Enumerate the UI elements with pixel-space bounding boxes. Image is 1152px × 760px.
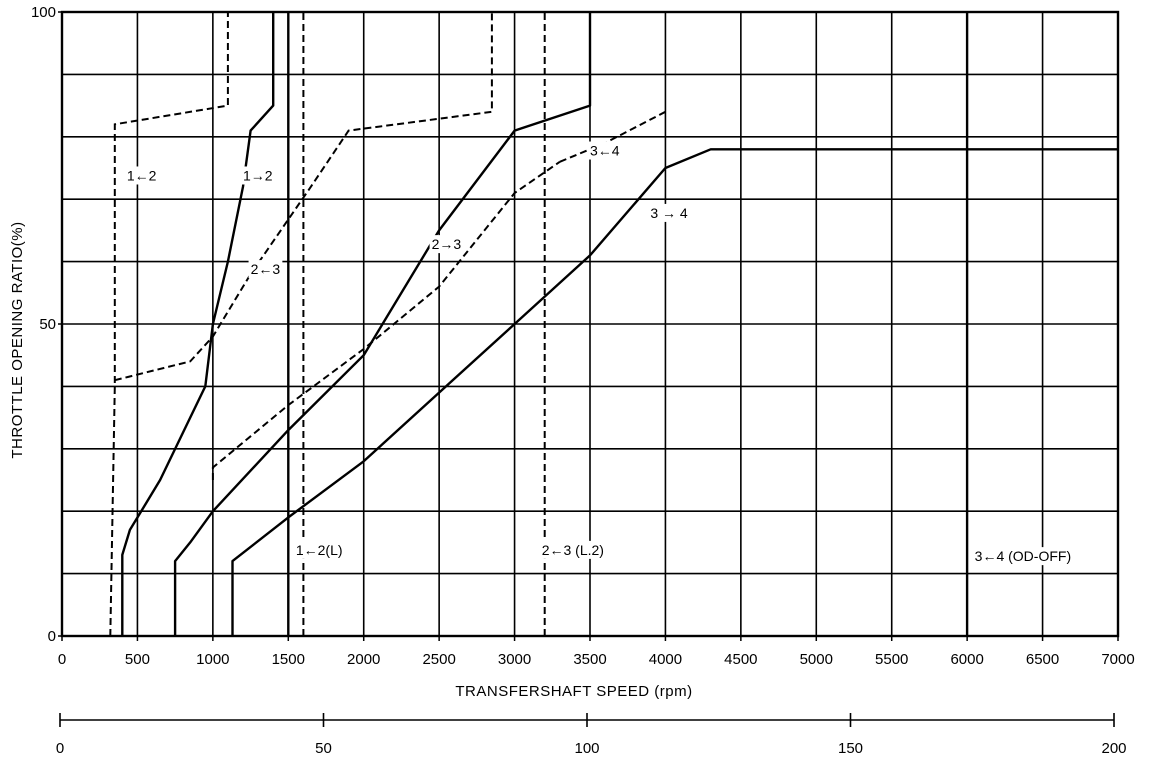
annotation-label: 1→2 (243, 167, 273, 183)
secondary-tick-label: 0 (56, 740, 64, 757)
x-tick-label: 4500 (724, 651, 757, 668)
annotation-bg (293, 540, 345, 559)
y-tick-label: 0 (48, 628, 56, 645)
x-tick-label: 1000 (196, 651, 229, 668)
series-line-0 (121, 12, 275, 636)
annotation-bg (972, 547, 1074, 566)
annotation-label: 1←2 (127, 167, 157, 183)
x-tick-label: 1500 (272, 651, 305, 668)
annotation-label: 2→3 (432, 236, 462, 252)
secondary-tick-label: 50 (315, 740, 332, 757)
annotation-label: 3 → 4 (650, 205, 688, 221)
series-lines (109, 12, 1118, 637)
secondary-tick-label: 150 (838, 740, 863, 757)
secondary-tick-label: 200 (1101, 740, 1126, 757)
annotation-bg (539, 540, 606, 559)
annotation-bg (248, 260, 283, 279)
annotation-bg (241, 166, 275, 185)
x-tick-label: 2000 (347, 651, 380, 668)
x-tick-label: 0 (58, 651, 66, 668)
x-tick-label: 3500 (573, 651, 606, 668)
y-tick-labels: 0 50 100 (31, 4, 62, 645)
secondary-tick-label: 100 (574, 740, 599, 757)
annotation-bg (124, 166, 159, 185)
series-line-1 (109, 12, 229, 637)
y-axis-title: THROTTLE OPENING RATIO(%) (9, 221, 26, 458)
annotations: 1←2 1→2 2←3 2→3 3←4 3 → 4 1←2(L) 2←3 (L.2) 3←4 (… (124, 141, 1074, 566)
x-tick-label: 5000 (800, 651, 833, 668)
annotation-bg (588, 141, 622, 160)
annotation-bg (648, 203, 690, 222)
annotation-label: 1←2(L) (296, 542, 343, 558)
annotation-label: 3←4 (590, 143, 620, 159)
x-tick-label: 6000 (950, 651, 983, 668)
annotation-label: 2←3 (L.2) (542, 542, 604, 558)
series-line-3 (211, 160, 561, 480)
y-tick-label: 50 (39, 316, 56, 333)
x-tick-label: 6500 (1026, 651, 1059, 668)
series-line-4 (114, 12, 493, 382)
series-line-5 (231, 148, 1118, 636)
x-tick-label: 3000 (498, 651, 531, 668)
x-tick-label: 5500 (875, 651, 908, 668)
series-line-2 (173, 12, 592, 636)
x-tick-label: 4000 (649, 651, 682, 668)
y-tick-label: 100 (31, 4, 56, 21)
annotation-label: 3←4 (OD-OFF) (975, 548, 1071, 564)
x-tick-label: 7000 (1101, 651, 1134, 668)
x-tick-labels: 0 500 1000 1500 2000 2500 3000 3500 4000 4500 5000… (58, 636, 1135, 668)
x-tick-label: 500 (125, 651, 150, 668)
annotation-label: 2←3 (251, 261, 281, 277)
x-axis-title: TRANSFERSHAFT SPEED (rpm) (455, 683, 692, 700)
x-tick-label: 2500 (422, 651, 455, 668)
annotation-bg (429, 235, 464, 254)
secondary-axis: 0 50 100 150 200 (56, 713, 1127, 757)
